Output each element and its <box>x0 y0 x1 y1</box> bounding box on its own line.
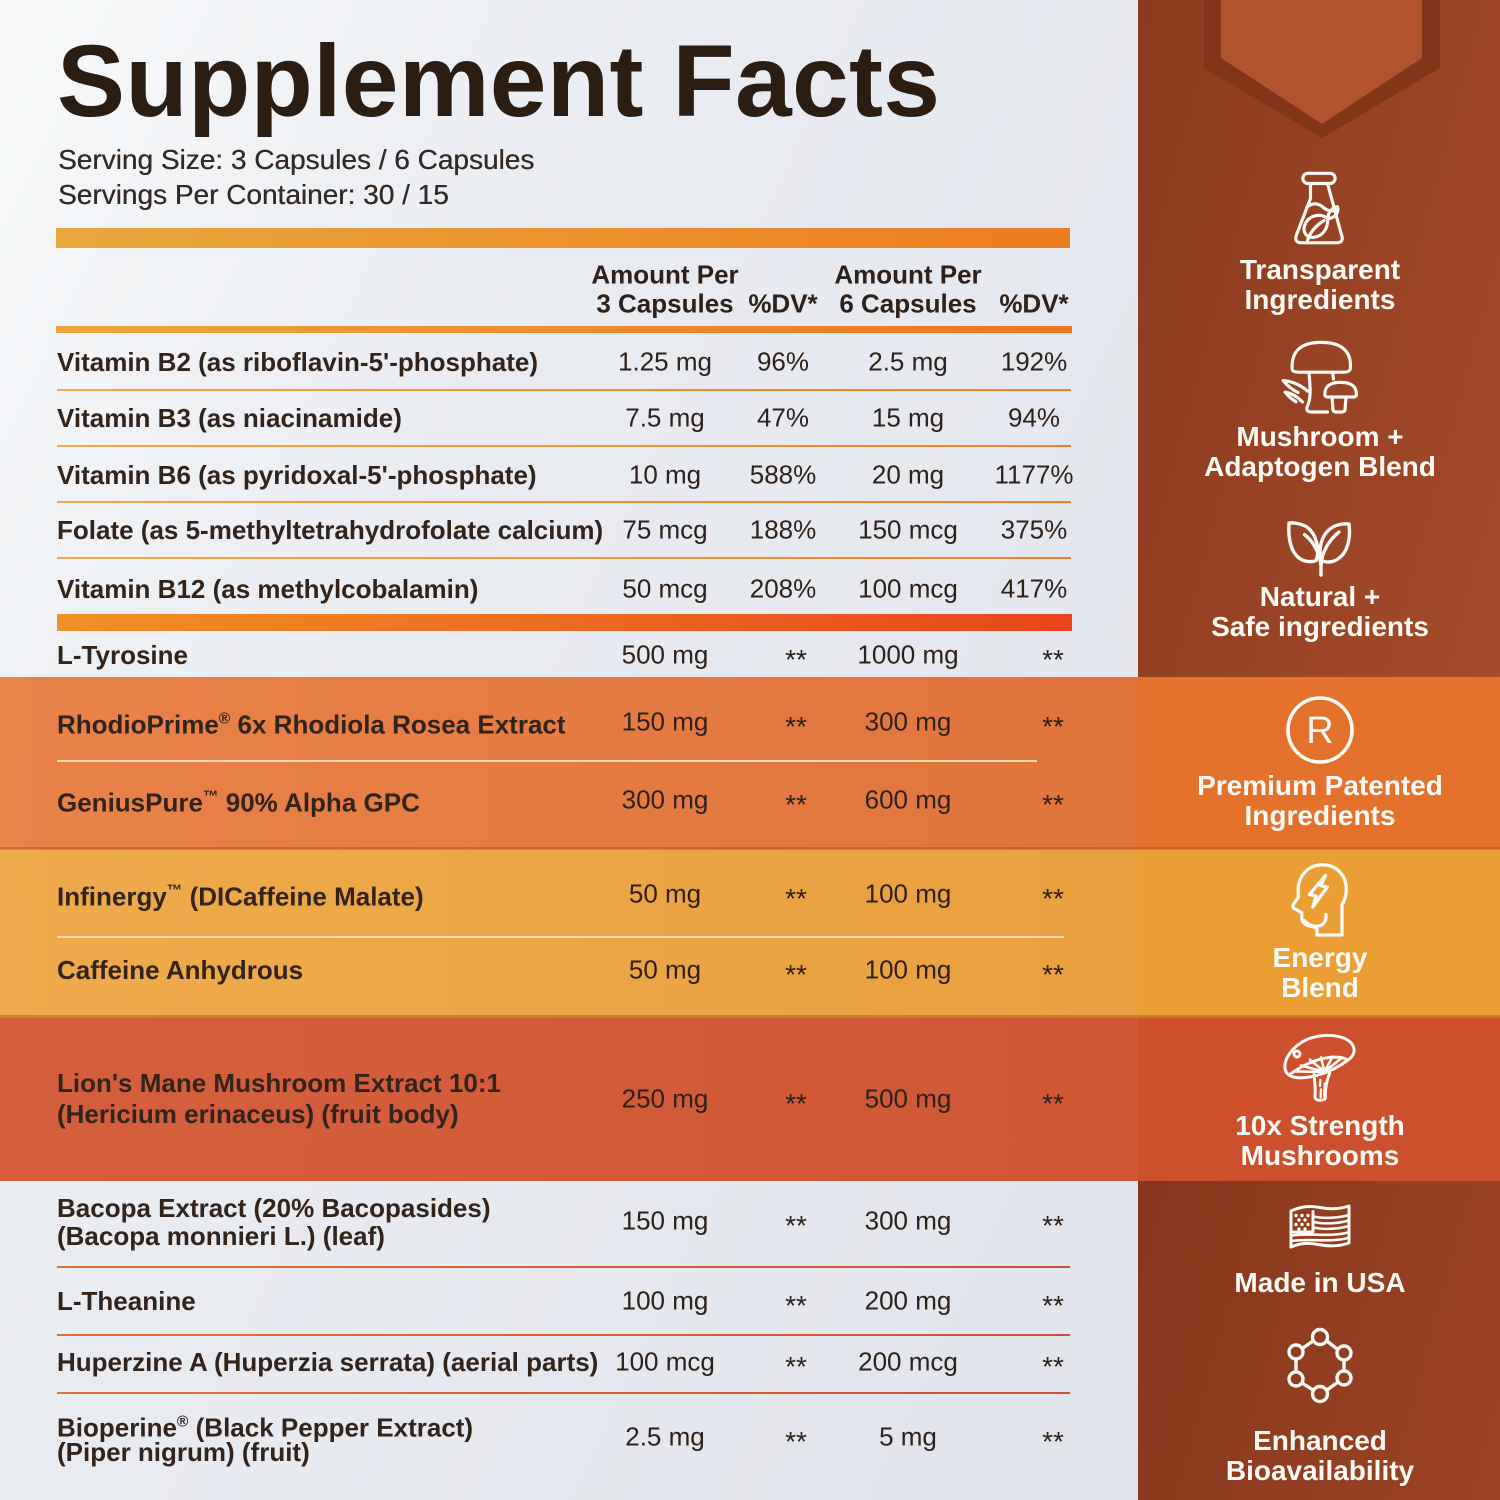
svg-text:R: R <box>1306 710 1333 752</box>
